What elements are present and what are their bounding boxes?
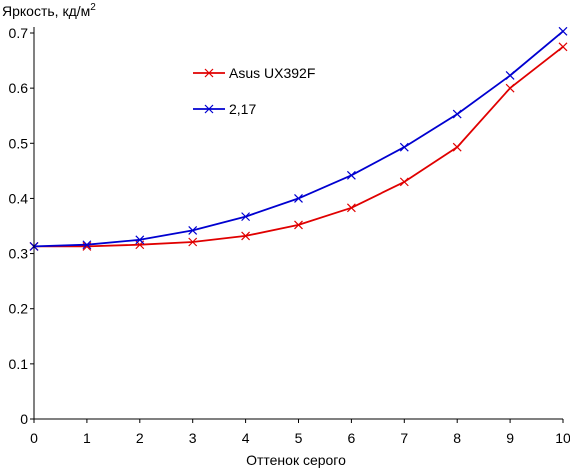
- series-line-1: [33, 30, 564, 248]
- marker-stroke: [188, 237, 198, 247]
- marker-stroke: [505, 71, 515, 80]
- marker-stroke: [241, 231, 251, 241]
- y-tick-label: 0.5: [9, 135, 29, 151]
- data-point: [135, 235, 145, 245]
- data-point: [241, 212, 251, 222]
- x-tick-label: 0: [30, 430, 38, 446]
- data-point: [452, 109, 462, 119]
- legend-marker: [204, 68, 214, 78]
- y-tick-label: 0.1: [9, 356, 29, 372]
- x-tick-label: 6: [348, 430, 356, 446]
- marker-stroke: [294, 194, 303, 203]
- data-point: [188, 237, 198, 247]
- marker-stroke: [294, 220, 303, 230]
- x-tick-label: 3: [189, 430, 197, 446]
- data-point: [294, 220, 303, 230]
- x-tick-label: 9: [506, 430, 514, 446]
- marker-stroke: [452, 109, 462, 119]
- data-point: [188, 225, 198, 235]
- data-point: [82, 240, 92, 250]
- x-axis-title: Оттенок серого: [246, 452, 346, 468]
- data-point: [346, 203, 356, 213]
- marker-stroke: [346, 170, 356, 180]
- data-point: [294, 194, 303, 203]
- marker-stroke: [204, 68, 214, 78]
- data-point: [452, 142, 462, 152]
- y-tick-label: 0.7: [9, 25, 29, 41]
- legend: Asus UX392F 2,17: [193, 65, 315, 117]
- legend-marker: [204, 104, 214, 114]
- marker-stroke: [505, 83, 515, 93]
- marker-stroke: [82, 240, 92, 250]
- x-tick-label: 1: [83, 430, 91, 446]
- x-tick-label: 5: [295, 430, 303, 446]
- x-tick-label: 2: [136, 430, 144, 446]
- data-point: [346, 170, 356, 180]
- x-tick-label: 8: [453, 430, 461, 446]
- x-tick-label: 10: [555, 430, 570, 446]
- x-tick-label: 7: [400, 430, 408, 446]
- marker-stroke: [399, 177, 409, 187]
- y-tick-label: 0.4: [9, 190, 29, 206]
- marker-stroke: [135, 235, 145, 245]
- series-layer: [29, 26, 568, 251]
- y-axis-title-superscript: 2: [90, 2, 96, 13]
- marker-stroke: [399, 142, 409, 152]
- x-tick-label: 4: [242, 430, 250, 446]
- y-tick-label: 0: [20, 411, 28, 427]
- legend-label: Asus UX392F: [229, 65, 315, 81]
- legend-label: 2,17: [229, 101, 256, 117]
- marker-stroke: [188, 225, 198, 235]
- marker-stroke: [452, 142, 462, 152]
- data-point: [399, 142, 409, 152]
- marker-stroke: [204, 104, 214, 114]
- data-point: [558, 42, 568, 52]
- data-point: [399, 177, 409, 187]
- data-point: [505, 83, 515, 93]
- marker-stroke: [558, 42, 568, 52]
- data-point: [241, 231, 251, 241]
- axes-layer: 0 0.1 0.2 0.3 0.4 0.5 0.6 0.7 0 1 2 3 4 5 6 7 8 9 10: [9, 25, 570, 446]
- y-tick-label: 0.6: [9, 80, 29, 96]
- y-tick-label: 0.2: [9, 301, 29, 317]
- marker-stroke: [241, 212, 251, 222]
- marker-stroke: [346, 203, 356, 213]
- y-tick-label: 0.3: [9, 246, 29, 262]
- data-point: [505, 71, 515, 80]
- data-point: [558, 26, 568, 36]
- y-axis-title: Яркость, кд/м2: [2, 2, 96, 19]
- y-axis-title-text: Яркость, кд/м: [2, 3, 90, 19]
- marker-stroke: [558, 26, 568, 36]
